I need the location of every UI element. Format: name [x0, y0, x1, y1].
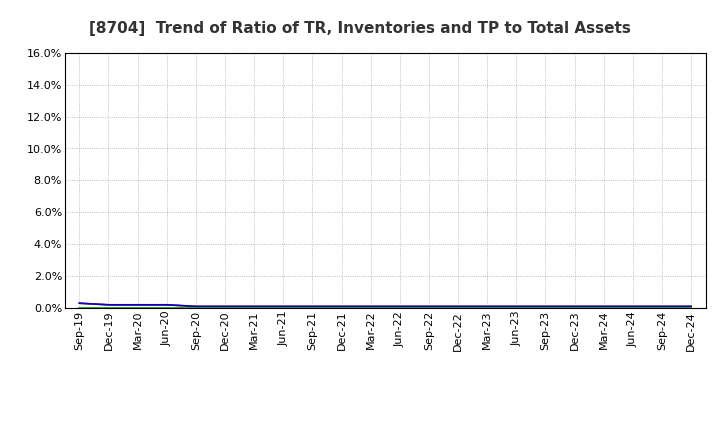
Trade Receivables: [512, 304, 521, 309]
Trade Receivables: [599, 304, 608, 309]
Inventories: [657, 304, 666, 309]
Trade Receivables: [192, 304, 200, 309]
Trade Payables: [512, 305, 521, 311]
Inventories: [599, 304, 608, 309]
Inventories: [220, 304, 229, 309]
Inventories: [75, 301, 84, 306]
Inventories: [163, 302, 171, 308]
Trade Payables: [104, 305, 113, 311]
Trade Receivables: [308, 304, 317, 309]
Trade Payables: [250, 305, 258, 311]
Inventories: [279, 304, 287, 309]
Trade Payables: [657, 305, 666, 311]
Line: Inventories: Inventories: [79, 303, 691, 306]
Trade Receivables: [163, 302, 171, 308]
Trade Receivables: [425, 304, 433, 309]
Trade Payables: [279, 305, 287, 311]
Trade Receivables: [629, 304, 637, 309]
Trade Payables: [629, 305, 637, 311]
Inventories: [454, 304, 462, 309]
Trade Receivables: [483, 304, 492, 309]
Inventories: [541, 304, 550, 309]
Inventories: [570, 304, 579, 309]
Trade Payables: [425, 305, 433, 311]
Inventories: [687, 304, 696, 309]
Inventories: [337, 304, 346, 309]
Trade Receivables: [657, 304, 666, 309]
Trade Payables: [308, 305, 317, 311]
Inventories: [483, 304, 492, 309]
Trade Receivables: [541, 304, 550, 309]
Trade Payables: [75, 305, 84, 311]
Inventories: [629, 304, 637, 309]
Trade Receivables: [133, 302, 142, 308]
Trade Receivables: [687, 304, 696, 309]
Inventories: [425, 304, 433, 309]
Trade Payables: [687, 305, 696, 311]
Line: Trade Receivables: Trade Receivables: [79, 303, 691, 306]
Trade Receivables: [454, 304, 462, 309]
Trade Receivables: [220, 304, 229, 309]
Trade Payables: [192, 305, 200, 311]
Trade Payables: [483, 305, 492, 311]
Trade Payables: [220, 305, 229, 311]
Trade Receivables: [395, 304, 404, 309]
Inventories: [133, 302, 142, 308]
Inventories: [104, 302, 113, 308]
Trade Payables: [570, 305, 579, 311]
Inventories: [308, 304, 317, 309]
Text: [8704]  Trend of Ratio of TR, Inventories and TP to Total Assets: [8704] Trend of Ratio of TR, Inventories…: [89, 21, 631, 36]
Trade Payables: [337, 305, 346, 311]
Trade Payables: [366, 305, 375, 311]
Trade Receivables: [279, 304, 287, 309]
Trade Receivables: [337, 304, 346, 309]
Trade Receivables: [75, 301, 84, 306]
Inventories: [192, 304, 200, 309]
Trade Payables: [541, 305, 550, 311]
Inventories: [395, 304, 404, 309]
Trade Receivables: [250, 304, 258, 309]
Trade Payables: [133, 305, 142, 311]
Trade Payables: [163, 305, 171, 311]
Trade Receivables: [104, 302, 113, 308]
Trade Payables: [454, 305, 462, 311]
Trade Payables: [395, 305, 404, 311]
Trade Receivables: [570, 304, 579, 309]
Trade Payables: [599, 305, 608, 311]
Inventories: [366, 304, 375, 309]
Inventories: [512, 304, 521, 309]
Trade Receivables: [366, 304, 375, 309]
Inventories: [250, 304, 258, 309]
